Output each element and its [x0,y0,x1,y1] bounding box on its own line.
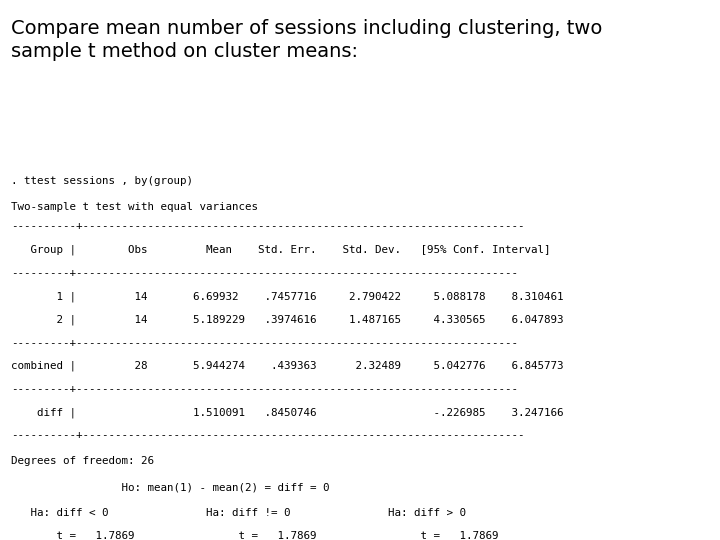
Text: Degrees of freedom: 26: Degrees of freedom: 26 [11,456,154,467]
Text: t =   1.7869                t =   1.7869                t =   1.7869: t = 1.7869 t = 1.7869 t = 1.7869 [11,531,498,540]
Text: Compare mean number of sessions including clustering, two
sample t method on clu: Compare mean number of sessions includin… [11,19,602,62]
Text: ---------+--------------------------------------------------------------------: ---------+------------------------------… [11,338,518,348]
Text: 2 |         14       5.189229   .3974616     1.487165     4.330565    6.047893: 2 | 14 5.189229 .3974616 1.487165 4.3305… [11,314,563,325]
Text: 1 |         14       6.69932    .7457716     2.790422     5.088178    8.310461: 1 | 14 6.69932 .7457716 2.790422 5.08817… [11,291,563,301]
Text: Group |        Obs         Mean    Std. Err.    Std. Dev.   [95% Conf. Interval]: Group | Obs Mean Std. Err. Std. Dev. [95… [11,245,550,255]
Text: ----------+--------------------------------------------------------------------: ----------+-----------------------------… [11,221,524,232]
Text: diff |                  1.510091   .8450746                  -.226985    3.24716: diff | 1.510091 .8450746 -.226985 3.2471… [11,407,563,417]
Text: Ho: mean(1) - mean(2) = diff = 0: Ho: mean(1) - mean(2) = diff = 0 [11,482,329,492]
Text: Ha: diff < 0               Ha: diff != 0               Ha: diff > 0: Ha: diff < 0 Ha: diff != 0 Ha: diff > 0 [11,508,466,518]
Text: ---------+--------------------------------------------------------------------: ---------+------------------------------… [11,384,518,394]
Text: ---------+--------------------------------------------------------------------: ---------+------------------------------… [11,268,518,278]
Text: combined |         28       5.944274    .439363      2.32489     5.042776    6.8: combined | 28 5.944274 .439363 2.32489 5… [11,361,563,371]
Text: . ttest sessions , by(group): . ttest sessions , by(group) [11,176,193,186]
Text: Two-sample t test with equal variances: Two-sample t test with equal variances [11,202,258,213]
Text: ----------+--------------------------------------------------------------------: ----------+-----------------------------… [11,430,524,441]
